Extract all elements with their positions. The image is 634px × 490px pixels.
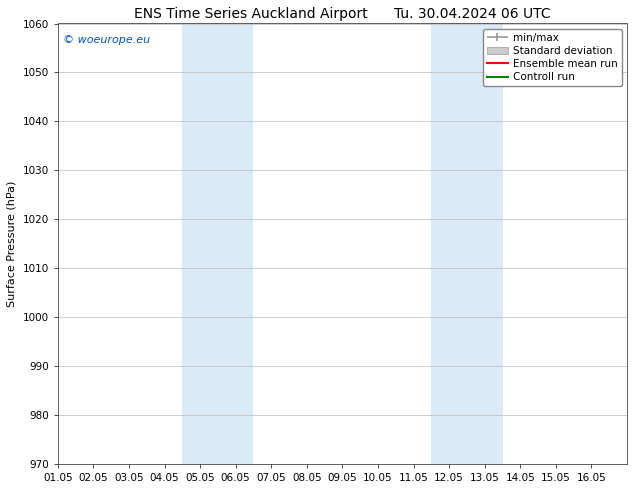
Y-axis label: Surface Pressure (hPa): Surface Pressure (hPa) bbox=[7, 181, 17, 307]
Legend: min/max, Standard deviation, Ensemble mean run, Controll run: min/max, Standard deviation, Ensemble me… bbox=[482, 29, 622, 86]
Title: ENS Time Series Auckland Airport      Tu. 30.04.2024 06 UTC: ENS Time Series Auckland Airport Tu. 30.… bbox=[134, 7, 551, 21]
Bar bbox=[431, 24, 503, 464]
Text: © woeurope.eu: © woeurope.eu bbox=[63, 34, 151, 45]
Bar bbox=[183, 24, 254, 464]
